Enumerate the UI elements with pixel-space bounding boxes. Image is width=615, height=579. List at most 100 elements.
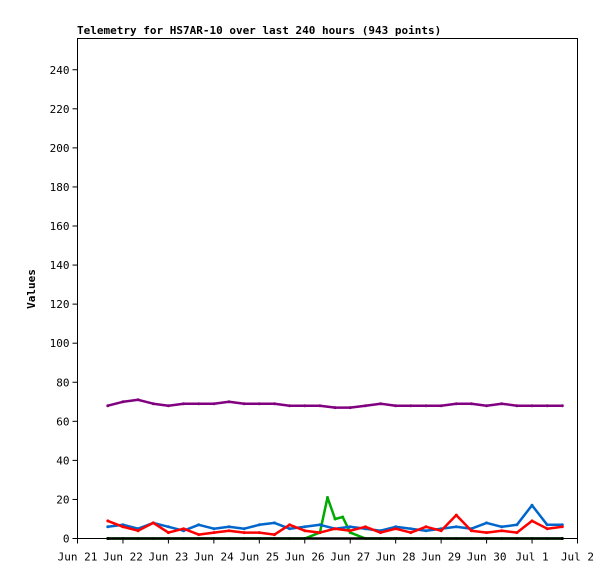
- y-tick-label: 40: [56, 454, 69, 467]
- data-point: [409, 404, 413, 408]
- data-point: [166, 525, 170, 529]
- data-point: [333, 527, 337, 531]
- x-tick-label: Jun 26: [285, 551, 325, 564]
- data-point: [545, 404, 549, 408]
- data-point: [326, 496, 329, 499]
- data-point: [379, 402, 382, 406]
- data-point: [197, 402, 201, 406]
- data-point: [318, 404, 322, 408]
- chart-title: Telemetry for HS7AR-10 over last 240 hou…: [77, 24, 441, 37]
- x-tick-label: Jun 23: [149, 551, 189, 564]
- y-tick-label: 220: [50, 103, 70, 116]
- data-point: [257, 531, 261, 535]
- data-point: [515, 523, 519, 527]
- data-point: [424, 404, 428, 408]
- data-point: [500, 525, 504, 529]
- series-layer: [106, 398, 564, 540]
- data-point: [333, 517, 337, 521]
- data-point: [106, 519, 110, 523]
- data-point: [379, 531, 382, 535]
- data-point: [409, 531, 413, 535]
- data-point: [394, 404, 398, 408]
- y-tick-label: 140: [50, 259, 70, 272]
- y-tick-label: 200: [50, 142, 70, 155]
- data-point: [257, 523, 261, 527]
- data-point: [273, 402, 276, 406]
- data-point: [197, 523, 201, 527]
- data-point: [439, 529, 443, 533]
- data-point: [212, 402, 216, 406]
- data-point: [485, 404, 489, 408]
- data-point: [530, 519, 534, 523]
- data-point: [454, 525, 458, 529]
- data-point: [136, 529, 140, 533]
- data-point: [227, 400, 231, 404]
- data-point: [515, 531, 519, 535]
- data-point: [288, 527, 292, 531]
- data-point: [212, 527, 216, 531]
- data-point: [469, 529, 473, 533]
- x-tick-label: Jun 29: [421, 551, 461, 564]
- data-point: [485, 531, 489, 535]
- data-point: [485, 521, 489, 525]
- y-tick-label: 120: [50, 298, 70, 311]
- data-point: [500, 529, 504, 533]
- data-point: [182, 527, 186, 531]
- x-tick-label: Jun 30: [467, 551, 507, 564]
- data-point: [288, 404, 292, 408]
- data-point: [348, 529, 352, 533]
- y-tick-label: 60: [56, 415, 69, 428]
- x-tick-label: Jun 28: [376, 551, 416, 564]
- data-point: [409, 527, 413, 531]
- data-point: [454, 513, 458, 517]
- data-point: [560, 525, 564, 529]
- data-point: [424, 529, 428, 533]
- plot-area-frame: [77, 38, 578, 539]
- data-point: [106, 525, 110, 529]
- data-point: [530, 404, 534, 408]
- y-axis-label: Values: [25, 269, 38, 309]
- data-point: [106, 404, 110, 408]
- data-point: [303, 529, 307, 533]
- data-point: [242, 527, 246, 531]
- data-point: [182, 402, 186, 406]
- data-point: [439, 404, 443, 408]
- data-point: [469, 402, 473, 406]
- data-point: [151, 521, 155, 525]
- data-point: [136, 398, 140, 402]
- data-point: [530, 503, 534, 507]
- data-point: [341, 515, 345, 519]
- data-point: [242, 531, 246, 535]
- data-point: [257, 402, 261, 406]
- x-tick-label: Jul 2: [561, 551, 594, 564]
- x-tick-label: Jun 24: [194, 551, 234, 564]
- data-point: [106, 537, 110, 540]
- data-point: [121, 525, 125, 529]
- data-point: [318, 531, 322, 535]
- data-point: [303, 404, 307, 408]
- data-point: [363, 525, 367, 529]
- data-point: [242, 402, 246, 406]
- y-tick-label: 80: [56, 376, 69, 389]
- x-tick-label: Jun 27: [330, 551, 370, 564]
- data-point: [121, 400, 125, 404]
- data-point: [227, 525, 231, 529]
- y-tick-label: 160: [50, 220, 70, 233]
- y-tick-label: 0: [63, 533, 70, 546]
- x-tick-label: Jun 21: [58, 551, 98, 564]
- data-point: [151, 402, 155, 406]
- data-point: [500, 402, 504, 406]
- data-point: [545, 523, 549, 527]
- data-point: [363, 404, 367, 408]
- x-tick-label: Jun 22: [103, 551, 143, 564]
- y-tick-label: 240: [50, 64, 70, 77]
- data-point: [197, 533, 201, 537]
- data-point: [515, 404, 519, 408]
- data-point: [166, 404, 170, 408]
- data-point: [166, 531, 170, 535]
- data-point: [348, 406, 352, 410]
- data-point: [424, 525, 428, 529]
- data-point: [318, 523, 322, 527]
- data-point: [333, 406, 337, 410]
- data-point: [348, 525, 352, 529]
